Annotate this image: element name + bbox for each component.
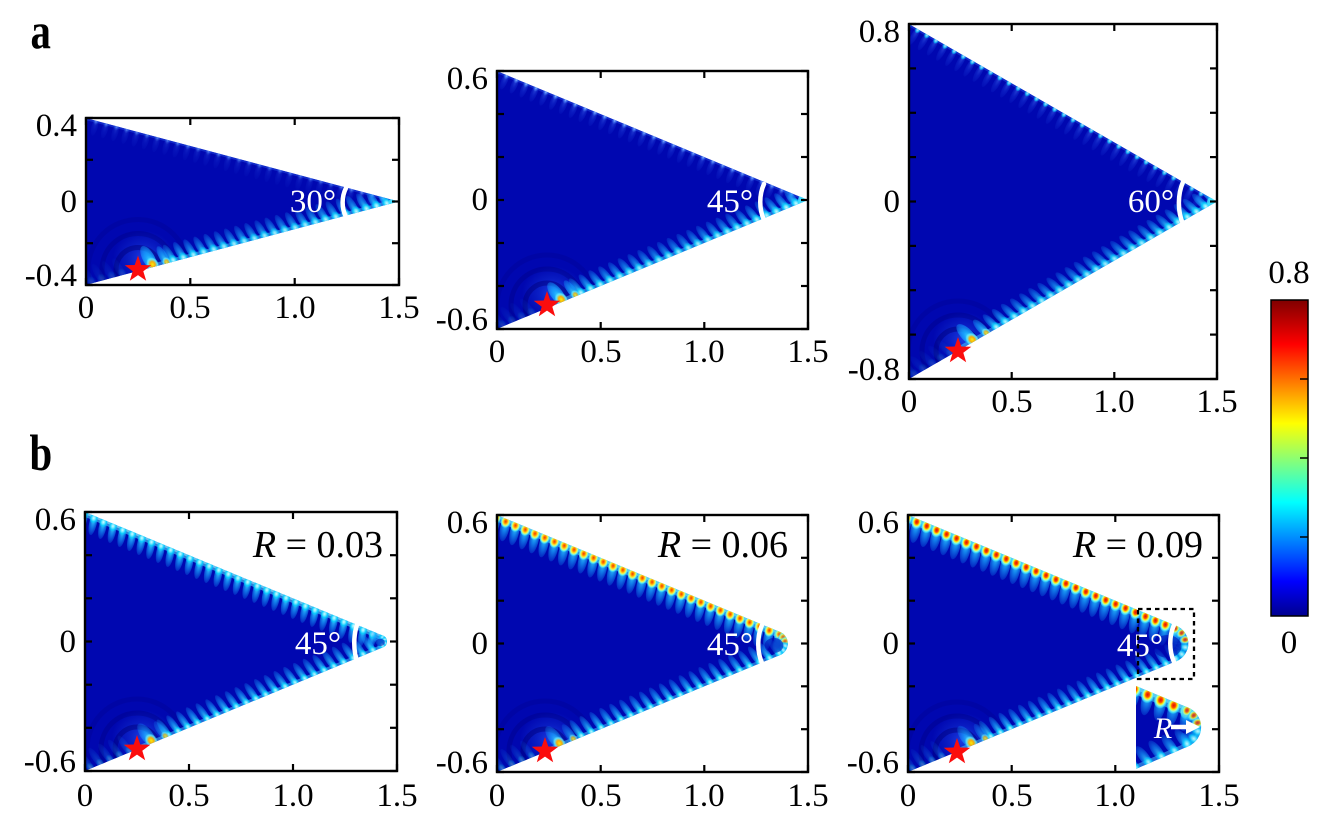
svg-text:R: R <box>1153 712 1172 745</box>
svg-text:0.5: 0.5 <box>580 778 621 814</box>
svg-text:0: 0 <box>884 184 901 220</box>
svg-text:0.5: 0.5 <box>991 384 1032 420</box>
svg-text:a: a <box>31 3 51 59</box>
svg-text:1.5: 1.5 <box>1198 778 1239 814</box>
svg-text:R = 0.03: R = 0.03 <box>252 524 383 566</box>
svg-text:45°: 45° <box>707 184 753 220</box>
svg-text:0.6: 0.6 <box>35 502 76 538</box>
svg-text:-0.8: -0.8 <box>848 352 900 388</box>
svg-text:-0.4: -0.4 <box>25 258 77 294</box>
svg-text:1.5: 1.5 <box>376 778 417 814</box>
svg-text:45°: 45° <box>1117 628 1163 664</box>
svg-text:0.6: 0.6 <box>858 505 899 541</box>
svg-text:0.5: 0.5 <box>580 334 621 370</box>
svg-text:1.0: 1.0 <box>272 778 313 814</box>
svg-text:0: 0 <box>489 334 506 370</box>
svg-text:0.6: 0.6 <box>447 61 488 97</box>
svg-text:0: 0 <box>489 778 506 814</box>
svg-text:b: b <box>30 425 53 481</box>
svg-text:0: 0 <box>472 626 489 662</box>
svg-text:1.0: 1.0 <box>274 290 315 326</box>
svg-text:1.0: 1.0 <box>683 334 724 370</box>
svg-text:0: 0 <box>901 384 918 420</box>
svg-text:-0.6: -0.6 <box>847 745 899 781</box>
svg-text:1.5: 1.5 <box>787 778 828 814</box>
svg-text:0.4: 0.4 <box>36 108 77 144</box>
svg-text:R = 0.06: R = 0.06 <box>657 524 788 566</box>
svg-text:0: 0 <box>883 626 900 662</box>
svg-text:0.8: 0.8 <box>1268 255 1309 291</box>
svg-text:0.5: 0.5 <box>991 778 1032 814</box>
svg-text:1.5: 1.5 <box>378 290 419 326</box>
svg-text:0: 0 <box>900 778 917 814</box>
svg-text:-0.6: -0.6 <box>436 745 488 781</box>
svg-text:0: 0 <box>77 778 94 814</box>
svg-text:-0.6: -0.6 <box>24 744 76 780</box>
svg-text:1.0: 1.0 <box>1093 384 1134 420</box>
svg-text:0: 0 <box>472 182 489 218</box>
svg-text:-0.6: -0.6 <box>436 302 488 338</box>
svg-text:R = 0.09: R = 0.09 <box>1072 524 1203 566</box>
svg-text:0: 0 <box>60 624 77 660</box>
svg-text:45°: 45° <box>295 626 341 662</box>
svg-text:0: 0 <box>61 184 78 220</box>
svg-text:1.5: 1.5 <box>787 334 828 370</box>
svg-text:30°: 30° <box>290 184 336 220</box>
svg-text:0: 0 <box>1281 625 1298 661</box>
svg-text:0: 0 <box>78 290 95 326</box>
svg-text:0.6: 0.6 <box>447 505 488 541</box>
svg-text:1.5: 1.5 <box>1196 384 1237 420</box>
svg-text:1.0: 1.0 <box>1094 778 1135 814</box>
svg-text:0.5: 0.5 <box>169 290 210 326</box>
svg-text:60°: 60° <box>1128 184 1174 220</box>
svg-text:0.8: 0.8 <box>859 14 900 50</box>
svg-text:1.0: 1.0 <box>683 778 724 814</box>
svg-text:45°: 45° <box>707 627 753 663</box>
svg-text:0.5: 0.5 <box>168 778 209 814</box>
